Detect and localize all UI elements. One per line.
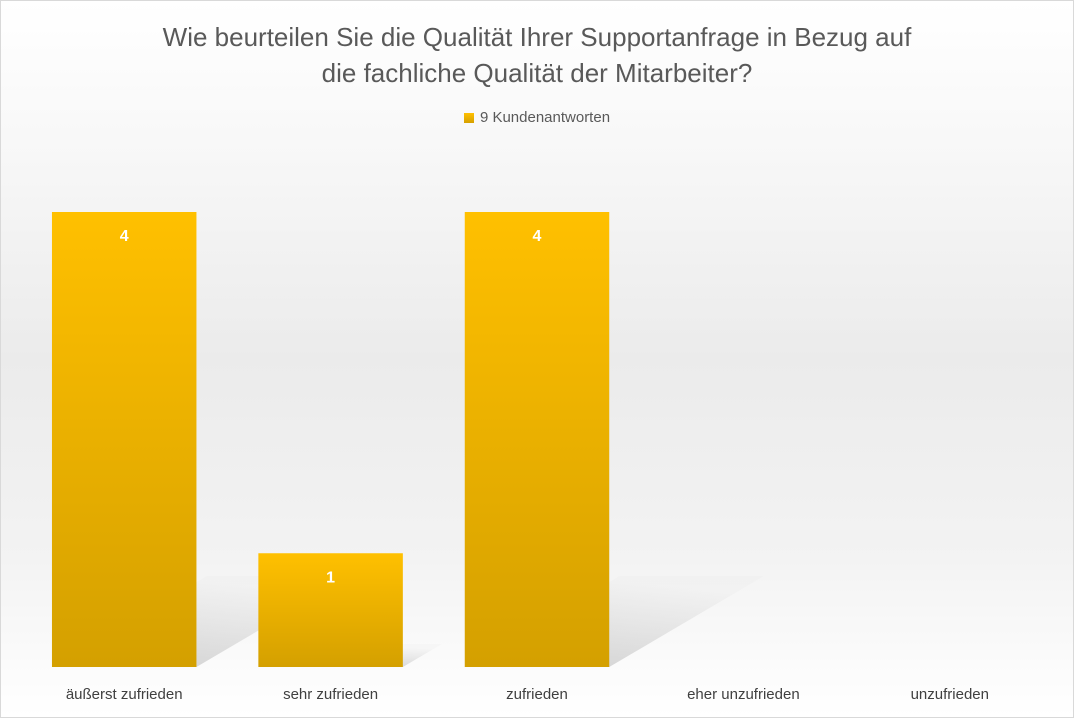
legend-label: 9 Kundenantworten — [479, 109, 611, 126]
category-label-2: zufrieden — [506, 686, 568, 703]
category-label-3: eher unzufrieden — [687, 686, 800, 703]
chart-title-line-2: die fachliche Qualität der Mitarbeiter? — [321, 58, 753, 88]
bar-0 — [51, 212, 197, 667]
data-label-2: 4 — [533, 228, 542, 245]
data-label-0: 4 — [120, 228, 129, 245]
category-label-0: äußerst zufrieden — [66, 686, 183, 703]
chart-title-line-1: Wie beurteilen Sie die Qualität Ihrer Su… — [162, 22, 912, 52]
bar-2 — [464, 212, 610, 667]
bar-1 — [258, 553, 403, 667]
category-label-1: sehr zufrieden — [283, 686, 378, 703]
chart-title: Wie beurteilen Sie die Qualität Ihrer Su… — [1, 19, 1073, 91]
category-label-4: unzufrieden — [911, 686, 989, 703]
chart-legend: 9 Kundenantworten — [1, 109, 1073, 126]
legend-swatch — [463, 112, 474, 123]
data-label-1: 1 — [326, 569, 335, 586]
